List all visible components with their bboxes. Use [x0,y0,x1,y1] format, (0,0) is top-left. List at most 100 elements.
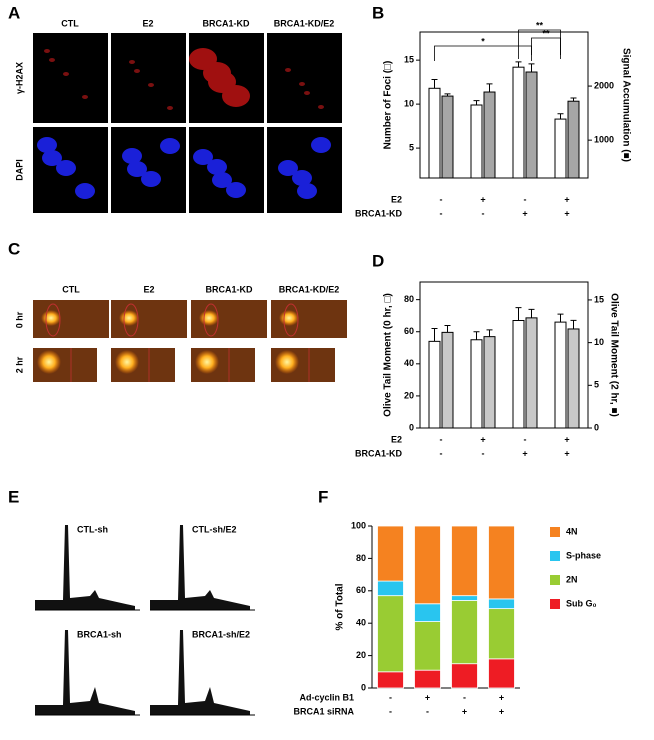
column-label: E2 [143,284,154,294]
condition-sign: + [564,208,569,218]
nucleus [160,138,180,154]
bar-segment [488,598,515,610]
condition-sign: - [389,692,392,702]
panel-letter: E [8,487,19,506]
y-tick-label: 60 [356,585,366,595]
bar [512,66,525,179]
y2-tick-label: 2000 [594,80,614,90]
row-label: γ-H2AX [14,62,24,94]
plot-frame [419,281,589,429]
condition-label: BRCA1-KD [355,208,403,218]
nucleus [75,183,95,199]
condition-sign: + [462,706,467,716]
error-bar [570,97,577,102]
column-label: BRCA1-KD/E2 [279,284,340,294]
comet-ring [123,303,139,337]
bar [470,104,483,179]
column-label: BRCA1-KD [206,284,254,294]
histogram [35,630,135,715]
bar-segment [377,671,404,689]
bar-segment [414,525,441,605]
legend-label: Sub G₀ [566,598,597,608]
foci [148,83,154,87]
bar [554,321,567,429]
foci [49,58,55,62]
bar-segment [488,525,515,600]
bar-segment [414,669,441,689]
comet-head [37,350,61,374]
y-tick-label: 60 [404,326,414,336]
error-bar [473,331,480,340]
bar-segment [377,595,404,673]
condition-sign: - [440,194,443,204]
bar [567,100,580,179]
foci [82,95,88,99]
condition-sign: + [564,434,569,444]
nucleus [311,137,331,153]
y-tick-label: 0 [409,422,414,432]
condition-sign: + [564,448,569,458]
error-bar [515,307,522,321]
condition-sign: - [440,208,443,218]
bar [483,336,496,429]
panel-letter: B [372,3,384,22]
condition-sign: - [482,208,485,218]
column-label: E2 [142,18,153,28]
condition-sign: + [522,208,527,218]
y2-tick-label: 5 [594,380,599,390]
nucleus [297,183,317,199]
nucleus [292,170,312,186]
error-bar [444,93,451,97]
condition-sign: - [463,692,466,702]
y-axis-label: % of Total [335,583,346,630]
bar [470,339,483,429]
nucleus [141,171,161,187]
nucleus [278,160,298,176]
foci [189,48,217,70]
y2-tick-label: 10 [594,337,604,347]
panel-letter: D [372,251,384,270]
condition-sign: + [480,194,485,204]
error-bar [528,308,535,318]
comet-head [115,350,139,374]
bar [512,320,525,429]
histogram-label: CTL-sh/E2 [192,524,237,534]
significance-label: ** [536,20,544,30]
bar [554,118,567,179]
y-axis-label: Number of Foci (□) [383,61,394,150]
condition-sign: - [482,448,485,458]
row-label: DAPI [14,159,24,181]
legend-swatch [550,551,560,561]
condition-sign: - [440,434,443,444]
condition-label: E2 [391,194,402,204]
micrograph [267,33,342,123]
error-bar [528,63,535,73]
condition-sign: + [499,692,504,702]
nucleus [212,172,232,188]
bar-segment [377,525,404,582]
nucleus [226,182,246,198]
micrograph [111,33,186,123]
bar-segment [451,663,478,689]
bar-segment [451,595,478,601]
foci [304,91,310,95]
histogram [35,525,135,610]
nucleus [193,149,213,165]
y-tick-label: 100 [351,520,366,530]
condition-sign: + [499,706,504,716]
foci [299,82,305,86]
y-tick-label: 10 [404,98,414,108]
significance-bracket [518,29,561,59]
condition-label: Ad-cyclin B1 [299,692,354,702]
condition-sign: - [524,434,527,444]
legend-swatch [550,599,560,609]
foci [167,106,173,110]
error-bar [557,313,564,323]
nucleus [122,148,142,164]
column-label: BRCA1-KD/E2 [274,18,335,28]
foci [44,49,50,53]
y2-tick-label: 0 [594,422,599,432]
significance-bracket [434,45,532,61]
error-bar [431,328,438,342]
